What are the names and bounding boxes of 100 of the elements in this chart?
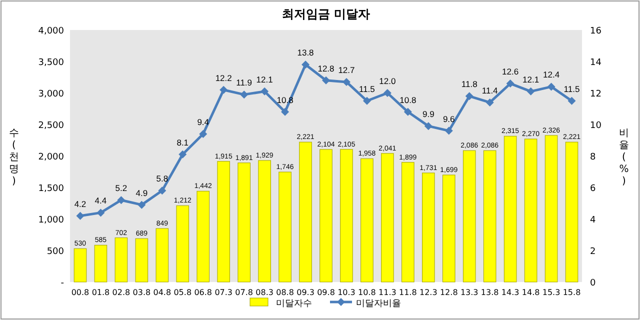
legend-label: 미달자비율 — [356, 299, 401, 309]
data-label: 12.8 — [318, 63, 335, 74]
y-tick-label: 1,500 — [38, 184, 64, 194]
point — [424, 122, 432, 130]
x-tick-label: 09.3 — [296, 288, 314, 297]
point — [302, 60, 310, 69]
bar — [74, 248, 87, 282]
y-tick-label: 2,000 — [38, 152, 64, 162]
y-tick-label: 500 — [46, 247, 64, 257]
x-tick-label: 06.8 — [194, 288, 212, 297]
x-tick-label: 15.3 — [542, 288, 560, 297]
x-tick-label: 11.3 — [378, 288, 396, 297]
bar — [340, 149, 353, 282]
x-tick-label: 14.3 — [501, 288, 520, 297]
y-tick-label: 3,500 — [38, 58, 64, 68]
y2-tick-label: 4 — [590, 216, 596, 226]
bar — [524, 138, 538, 282]
data-label: 5.8 — [156, 174, 168, 184]
bar — [442, 174, 456, 282]
x-tick-label: 13.8 — [480, 288, 499, 297]
y2-tick-label: 14 — [590, 58, 602, 68]
y-tick-label: - — [60, 278, 64, 288]
point — [199, 130, 208, 138]
bar — [114, 238, 128, 282]
bar — [299, 142, 312, 282]
y2-axis-title: 비율(%) — [619, 128, 629, 187]
data-label: 11.8 — [461, 79, 478, 90]
y2-tick-label: 16 — [590, 26, 602, 36]
bar — [94, 244, 108, 282]
y2-tick-label: 8 — [590, 152, 596, 162]
data-label: 12.2 — [215, 72, 232, 83]
y-tick-label: 2,500 — [38, 121, 64, 131]
data-label: 13.8 — [297, 48, 314, 58]
y2-tick-label: 0 — [590, 278, 596, 288]
point — [322, 76, 330, 84]
point — [526, 87, 535, 96]
point — [444, 126, 453, 135]
x-tick-label: 10.3 — [338, 288, 356, 297]
x-tick-label: 00.8 — [71, 288, 90, 297]
point — [465, 92, 474, 100]
y-tick-label: 4,000 — [38, 26, 64, 36]
bar — [320, 149, 332, 282]
x-tick-label: 09.8 — [317, 288, 335, 297]
x-tick-label: 13.3 — [460, 288, 478, 297]
point — [404, 108, 412, 116]
bar — [360, 158, 374, 282]
x-tick-label: 05.8 — [174, 288, 192, 297]
x-tick-label: 01.8 — [92, 288, 110, 297]
point — [240, 90, 248, 99]
x-tick-label: 08.8 — [276, 288, 294, 297]
point — [220, 86, 228, 94]
point — [506, 80, 514, 88]
bar — [176, 205, 190, 282]
chart-title: 최저임금 미달자 — [282, 7, 370, 21]
data-label: 11.4 — [482, 85, 498, 96]
point — [117, 196, 126, 204]
x-tick-label: 11.8 — [399, 288, 417, 297]
data-label: 4.9 — [136, 188, 148, 198]
data-label: 12.1 — [256, 74, 274, 84]
bar — [238, 162, 250, 282]
bar — [544, 135, 558, 282]
y2-tick-label: 6 — [590, 184, 596, 194]
legend-label: 미달자수 — [276, 299, 312, 309]
x-tick-label: 08.3 — [256, 288, 274, 297]
data-label: 12.0 — [379, 76, 396, 86]
y2-tick-label: 12 — [590, 90, 602, 100]
data-label: 12.7 — [338, 64, 356, 75]
bar — [278, 172, 292, 282]
x-tick-label: 10.8 — [358, 288, 376, 297]
x-tick-label: 07.8 — [235, 288, 253, 297]
point — [383, 89, 392, 97]
data-label: 10.8 — [400, 94, 416, 105]
data-label: 9.9 — [422, 109, 435, 120]
x-tick-label: 12.8 — [440, 288, 458, 297]
x-tick-label: 02.8 — [112, 288, 130, 297]
bar — [483, 150, 496, 282]
data-label: 11.9 — [236, 78, 252, 88]
x-tick-label: 04.8 — [153, 288, 172, 297]
y2-tick-label: 2 — [590, 247, 596, 257]
bar — [381, 153, 394, 282]
x-tick-label: 15.8 — [562, 288, 581, 297]
bar — [462, 150, 476, 282]
point — [96, 208, 105, 217]
point — [260, 87, 269, 96]
bar — [565, 142, 578, 282]
x-tick-label: 03.8 — [132, 288, 151, 297]
point — [158, 186, 166, 195]
y2-tick-label: 10 — [590, 121, 602, 131]
data-label: 8.1 — [176, 137, 189, 148]
data-label: 4.2 — [74, 198, 86, 209]
bar — [196, 190, 210, 282]
point — [76, 212, 84, 220]
data-label: 12.6 — [502, 66, 519, 77]
x-tick-label: 14.8 — [522, 288, 540, 297]
bar — [422, 172, 435, 282]
point — [281, 108, 290, 116]
point — [486, 98, 494, 106]
y-axis-title: 수(천명) — [9, 128, 19, 187]
y-tick-label: 3,000 — [38, 90, 64, 100]
bar — [217, 161, 230, 282]
